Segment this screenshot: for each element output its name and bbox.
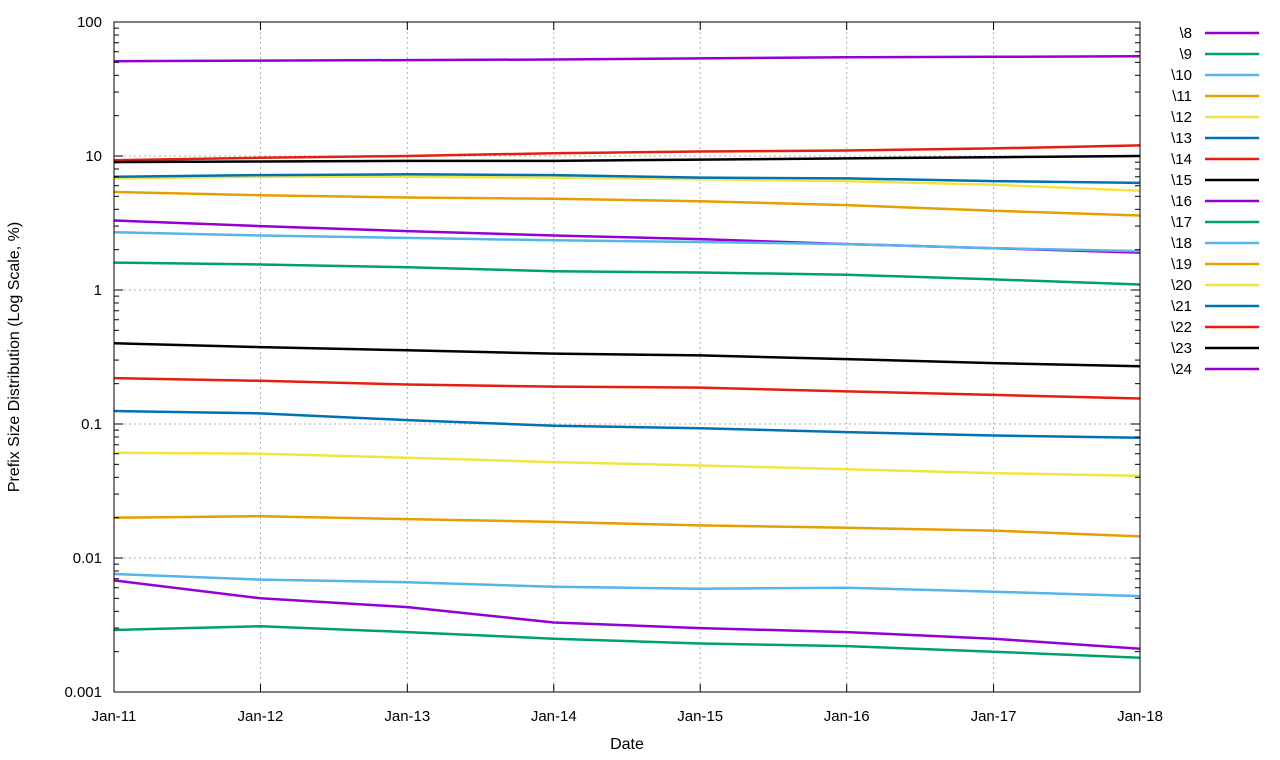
series-line-23	[113, 154, 1141, 164]
series-line-13	[113, 409, 1141, 439]
series-line-11	[113, 514, 1141, 538]
legend-label: \13	[1171, 130, 1192, 147]
legend: \8 \9 \10 \11 \12 \13 \14 \15 \16 \17 \18 \19 \20 \21…	[1171, 25, 1259, 378]
legend-item: \16	[1171, 193, 1259, 210]
legend-label: \18	[1171, 235, 1192, 252]
series-line-9	[113, 624, 1141, 660]
plot-frame	[113, 21, 1141, 693]
series-line-15	[113, 342, 1141, 368]
legend-label: \8	[1179, 25, 1192, 42]
series-line-22	[113, 144, 1141, 162]
grid-lines	[114, 22, 1140, 692]
series-layer	[113, 55, 1141, 660]
series-line-19	[113, 190, 1141, 217]
legend-item: \20	[1171, 277, 1259, 294]
legend-item: \23	[1171, 340, 1259, 357]
legend-item: \10	[1171, 67, 1259, 84]
x-tick-label: Jan-15	[677, 708, 723, 725]
legend-item: \15	[1171, 172, 1259, 189]
legend-item: \21	[1171, 298, 1259, 315]
legend-label: \10	[1171, 67, 1192, 84]
x-tick-labels: Jan-11 Jan-12 Jan-13 Jan-14 Jan-15 Jan-16 Jan-…	[92, 708, 1163, 725]
legend-label: \14	[1171, 151, 1192, 168]
legend-item: \13	[1171, 130, 1259, 147]
legend-item: \24	[1171, 361, 1259, 378]
legend-label: \11	[1172, 88, 1192, 105]
y-axis-title: Prefix Size Distribution (Log Scale, %)	[6, 222, 23, 492]
series-line-24	[113, 55, 1141, 63]
x-tick-label: Jan-14	[531, 708, 577, 725]
series-line-21	[113, 173, 1141, 185]
legend-item: \12	[1171, 109, 1259, 126]
legend-item: \17	[1171, 214, 1259, 231]
y-tick-label: 10	[85, 148, 102, 165]
legend-label: \16	[1171, 193, 1192, 210]
legend-label: \20	[1171, 277, 1192, 294]
legend-item: \14	[1171, 151, 1259, 168]
legend-label: \21	[1171, 298, 1192, 315]
y-tick-label: 1	[94, 282, 102, 299]
legend-label: \12	[1171, 109, 1192, 126]
tick-marks	[113, 21, 1141, 693]
series-line-8	[113, 579, 1141, 651]
legend-label: \19	[1171, 256, 1192, 273]
x-tick-label: Jan-17	[971, 708, 1017, 725]
legend-item: \18	[1171, 235, 1259, 252]
series-line-17	[113, 261, 1141, 286]
x-tick-label: Jan-13	[384, 708, 430, 725]
series-line-20	[113, 175, 1141, 193]
y-tick-label: 0.1	[81, 416, 102, 433]
series-line-12	[113, 451, 1141, 478]
legend-label: \23	[1171, 340, 1192, 357]
x-tick-label: Jan-16	[824, 708, 870, 725]
legend-item: \22	[1171, 319, 1259, 336]
x-tick-label: Jan-12	[238, 708, 284, 725]
legend-item: \8	[1179, 25, 1259, 42]
legend-label: \17	[1171, 214, 1192, 231]
x-axis-title: Date	[610, 736, 644, 753]
x-tick-label: Jan-18	[1117, 708, 1163, 725]
y-tick-labels: 0.001 0.01 0.1 1 10 100	[64, 14, 102, 701]
y-tick-label: 0.01	[73, 550, 102, 567]
legend-item: \11	[1172, 88, 1259, 105]
legend-item: \9	[1179, 46, 1259, 63]
legend-label: \22	[1171, 319, 1192, 336]
series-line-10	[113, 572, 1141, 598]
y-tick-label: 0.001	[64, 684, 102, 701]
series-line-14	[113, 376, 1141, 400]
legend-label: \9	[1179, 46, 1192, 63]
series-line-18	[113, 230, 1141, 253]
y-tick-label: 100	[77, 14, 102, 31]
legend-item: \19	[1171, 256, 1259, 273]
x-tick-label: Jan-11	[92, 708, 137, 725]
legend-label: \24	[1171, 361, 1192, 378]
legend-label: \15	[1171, 172, 1192, 189]
